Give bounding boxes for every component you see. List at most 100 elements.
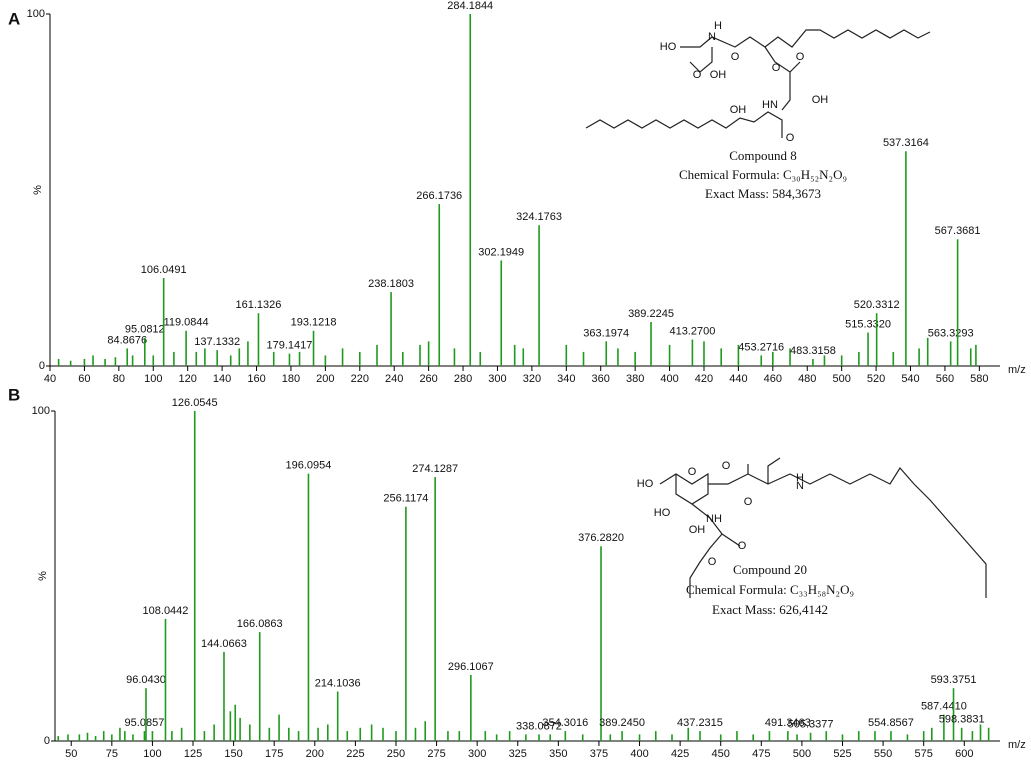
peak: [124, 731, 126, 741]
peak-label: 363.1974: [583, 327, 629, 339]
x-tick-label: 275: [427, 748, 445, 760]
peak-label: 284.1844: [447, 0, 493, 12]
x-tick-label: 380: [626, 373, 644, 385]
peak: [671, 734, 673, 741]
x-tick-label: 50: [65, 748, 77, 760]
peak: [987, 727, 990, 741]
peak-label: 376.2820: [578, 532, 624, 544]
y-axis-label: %: [37, 571, 49, 581]
structure-bond: [767, 457, 781, 484]
x-tick-label: 425: [671, 748, 689, 760]
panel-label: A: [8, 9, 20, 28]
peak-label: 296.1067: [448, 661, 494, 673]
peak: [249, 724, 251, 741]
x-tick-label: 200: [306, 748, 324, 760]
peak: [78, 734, 81, 741]
peak: [370, 724, 373, 741]
peak: [890, 731, 892, 741]
structure-bond: [721, 533, 741, 547]
peak: [617, 348, 619, 366]
peak: [143, 731, 146, 741]
structure-atom: NH: [706, 513, 722, 525]
structure-atom: OH: [710, 69, 727, 81]
x-axis-label: m/z: [1008, 364, 1026, 376]
x-tick-label: 500: [793, 748, 811, 760]
peak: [926, 337, 929, 366]
structure-bond: [781, 72, 791, 111]
peak: [376, 344, 378, 366]
peak: [438, 204, 441, 366]
peak: [470, 675, 472, 741]
x-tick-label: 325: [509, 748, 527, 760]
peak: [508, 731, 511, 741]
peak: [875, 313, 878, 366]
peak: [931, 727, 933, 741]
peak-label: 196.0954: [286, 460, 332, 472]
peak: [239, 717, 241, 741]
x-tick-label: 540: [901, 373, 919, 385]
annotation: Chemical Formula: C₃₃H₅₈N₂O₉: [686, 582, 854, 597]
peak: [229, 355, 232, 366]
structure-atom: HO: [654, 507, 671, 519]
peak: [204, 348, 206, 366]
structure-atom: N: [796, 480, 804, 492]
structure-atom: O: [731, 51, 740, 63]
peak: [906, 734, 909, 741]
peak-label: 238.1803: [368, 278, 414, 290]
peak: [922, 731, 925, 741]
structure-bond: [585, 111, 783, 138]
peak-label: 214.1036: [315, 677, 361, 689]
x-tick-label: 600: [955, 748, 973, 760]
structure-atom: O: [738, 540, 747, 552]
peak-label: 491.3463: [765, 717, 811, 729]
peak: [565, 344, 568, 366]
peak: [92, 355, 94, 366]
peak: [874, 731, 876, 741]
structure-atom: OH: [812, 94, 829, 106]
peak: [171, 731, 173, 741]
peak-label: 515.3320: [845, 318, 891, 330]
annotation: Exact Mass: 626,4142: [712, 602, 828, 617]
peak: [180, 727, 183, 741]
peak: [564, 731, 567, 741]
peak: [752, 734, 754, 741]
structure-atom: O: [744, 496, 753, 508]
peak: [312, 330, 315, 366]
peak: [229, 711, 232, 741]
y-axis-label: %: [32, 185, 44, 195]
peak: [257, 313, 260, 366]
peak: [278, 714, 280, 741]
peak: [857, 731, 860, 741]
x-tick-label: 200: [316, 373, 334, 385]
peak: [83, 358, 86, 366]
peak: [513, 344, 516, 366]
peak-label: 354.3016: [542, 717, 588, 729]
x-tick-label: 360: [592, 373, 610, 385]
peak-label: 437.2315: [677, 717, 723, 729]
structure-bond: [689, 503, 723, 598]
peak: [102, 731, 105, 741]
peak: [538, 734, 540, 741]
peak: [952, 688, 955, 741]
structure-atom: O: [693, 69, 702, 81]
peak: [600, 546, 602, 741]
y-tick-label: 0: [44, 735, 50, 747]
peak: [458, 731, 461, 741]
peak-label: 520.3312: [854, 299, 900, 311]
peak: [114, 357, 117, 366]
peak: [605, 341, 608, 366]
peak-label: 166.0863: [237, 618, 283, 630]
peak: [326, 724, 329, 741]
peak: [720, 348, 722, 366]
x-tick-label: 250: [387, 748, 405, 760]
peak: [173, 351, 175, 366]
peak-label: 554.8567: [868, 717, 914, 729]
peak: [768, 731, 771, 741]
peak-label: 137.1332: [194, 336, 240, 348]
peak: [419, 344, 421, 366]
peak: [979, 724, 982, 741]
peak-label: 593.3751: [931, 674, 977, 686]
peak: [772, 351, 774, 366]
peak: [892, 351, 895, 366]
